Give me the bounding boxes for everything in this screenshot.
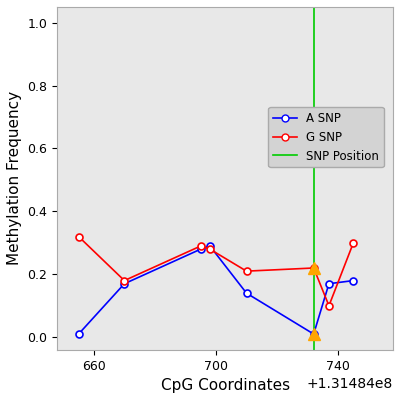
Legend: A SNP, G SNP, SNP Position: A SNP, G SNP, SNP Position (268, 107, 384, 167)
Y-axis label: Methylation Frequency: Methylation Frequency (7, 91, 22, 266)
X-axis label: CpG Coordinates: CpG Coordinates (160, 378, 290, 393)
